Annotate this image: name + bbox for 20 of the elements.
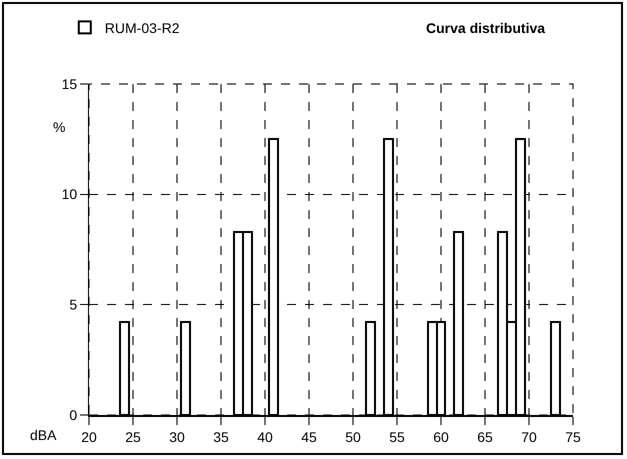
x-tick-label: 30 bbox=[169, 428, 185, 445]
x-tick-label: 50 bbox=[345, 428, 361, 445]
y-tick-label: 15 bbox=[62, 76, 78, 92]
x-tick-label: 35 bbox=[213, 428, 229, 445]
x-tick-label: 60 bbox=[433, 428, 449, 445]
x-tick-label: 65 bbox=[477, 428, 493, 445]
y-tick-label: 0 bbox=[69, 406, 78, 423]
x-axis-title: dBA bbox=[30, 427, 58, 443]
x-tick-label: 40 bbox=[257, 428, 273, 445]
chart-title: Curva distributiva bbox=[426, 20, 546, 36]
x-tick-label: 45 bbox=[301, 428, 317, 445]
x-tick-label: 20 bbox=[81, 428, 97, 445]
legend-label: RUM-03-R2 bbox=[104, 20, 180, 36]
x-tick-label: 70 bbox=[521, 428, 537, 445]
y-tick-label: 5 bbox=[69, 296, 78, 313]
x-tick-label: 55 bbox=[389, 428, 405, 445]
y-axis-title: % bbox=[53, 119, 66, 135]
y-tick-label: 10 bbox=[62, 186, 78, 202]
x-tick-label: 25 bbox=[125, 428, 141, 445]
x-tick-label: 75 bbox=[565, 428, 581, 445]
